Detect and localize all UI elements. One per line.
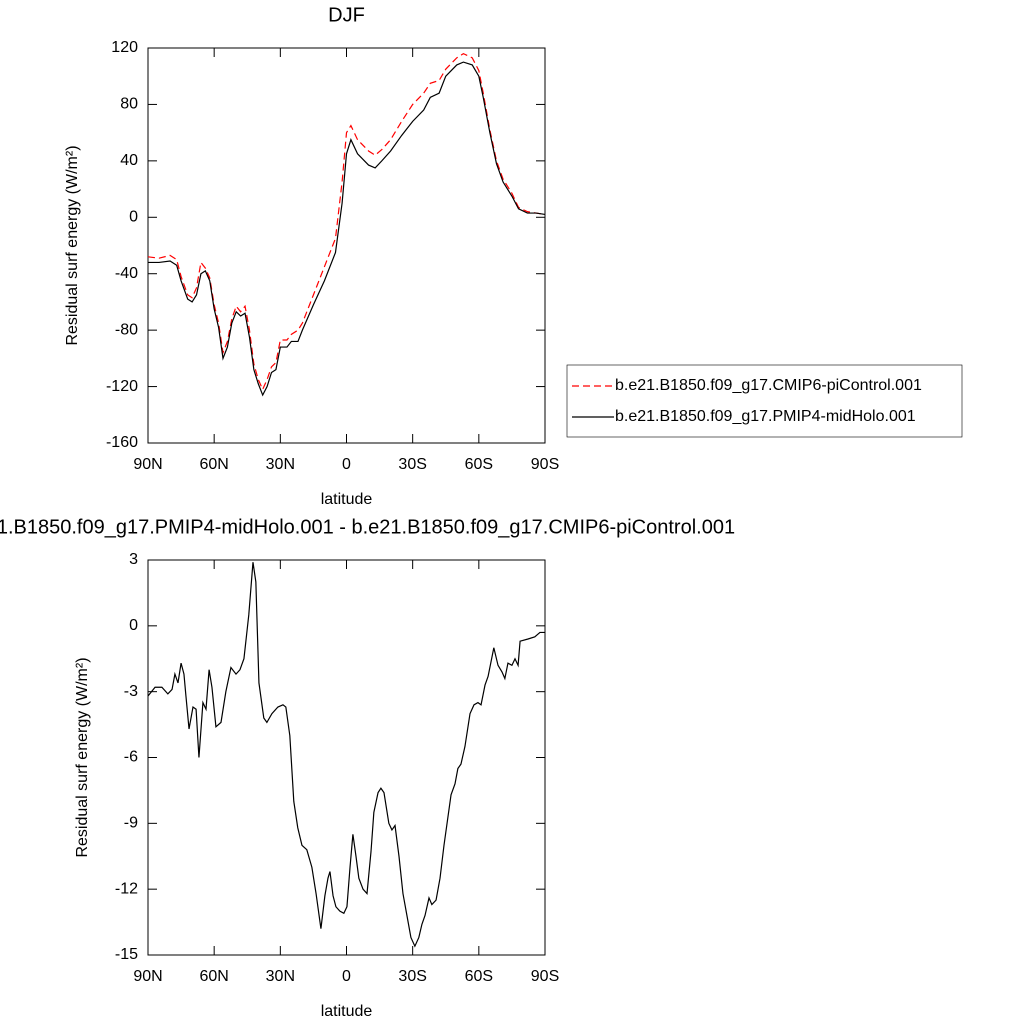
x-tick-label: 90S [531,968,559,985]
y-tick-label: 120 [111,39,138,56]
chart-title: b.e21.B1850.f09_g17.PMIP4-midHolo.001 - … [0,516,735,538]
y-tick-label: 0 [129,617,138,634]
data-line [147,52,546,391]
y-tick-label: -40 [115,265,138,282]
x-axis-label: latitude [321,491,373,508]
y-tick-label: 3 [129,551,138,568]
y-tick-label: -160 [106,434,138,451]
x-tick-label: 60S [465,456,493,473]
legend-label: b.e21.B1850.f09_g17.CMIP6-piControl.001 [615,377,922,394]
x-tick-label: 30S [398,456,426,473]
y-tick-label: -3 [124,683,138,700]
x-tick-label: 90N [133,968,162,985]
data-line [147,562,545,948]
y-tick-label: -6 [124,749,138,766]
x-tick-label: 0 [342,968,351,985]
x-tick-label: 60S [465,968,493,985]
x-tick-label: 90S [531,456,559,473]
x-tick-label: 30N [266,456,295,473]
y-tick-label: -9 [124,815,138,832]
y-axis-label: Residual surf energy (W/m²) [74,657,91,857]
y-tick-label: -120 [106,378,138,395]
x-axis-label: latitude [321,1003,373,1020]
legend-label: b.e21.B1850.f09_g17.PMIP4-midHolo.001 [615,408,916,425]
y-tick-label: 0 [129,209,138,226]
y-tick-label: 80 [120,96,138,113]
x-tick-label: 60N [199,968,228,985]
y-axis-label: Residual surf energy (W/m²) [64,145,81,345]
x-tick-label: 0 [342,456,351,473]
data-line [148,61,546,397]
x-tick-label: 60N [199,456,228,473]
plot-frame [147,47,546,444]
y-tick-label: 40 [120,152,138,169]
chart-title: DJF [328,4,365,26]
y-tick-label: -15 [115,946,138,963]
x-tick-label: 30S [398,968,426,985]
plot-frame [147,559,546,956]
x-tick-label: 30N [266,968,295,985]
legend-box [566,364,963,438]
y-tick-label: -12 [115,880,138,897]
y-tick-label: -80 [115,321,138,338]
x-tick-label: 90N [133,456,162,473]
